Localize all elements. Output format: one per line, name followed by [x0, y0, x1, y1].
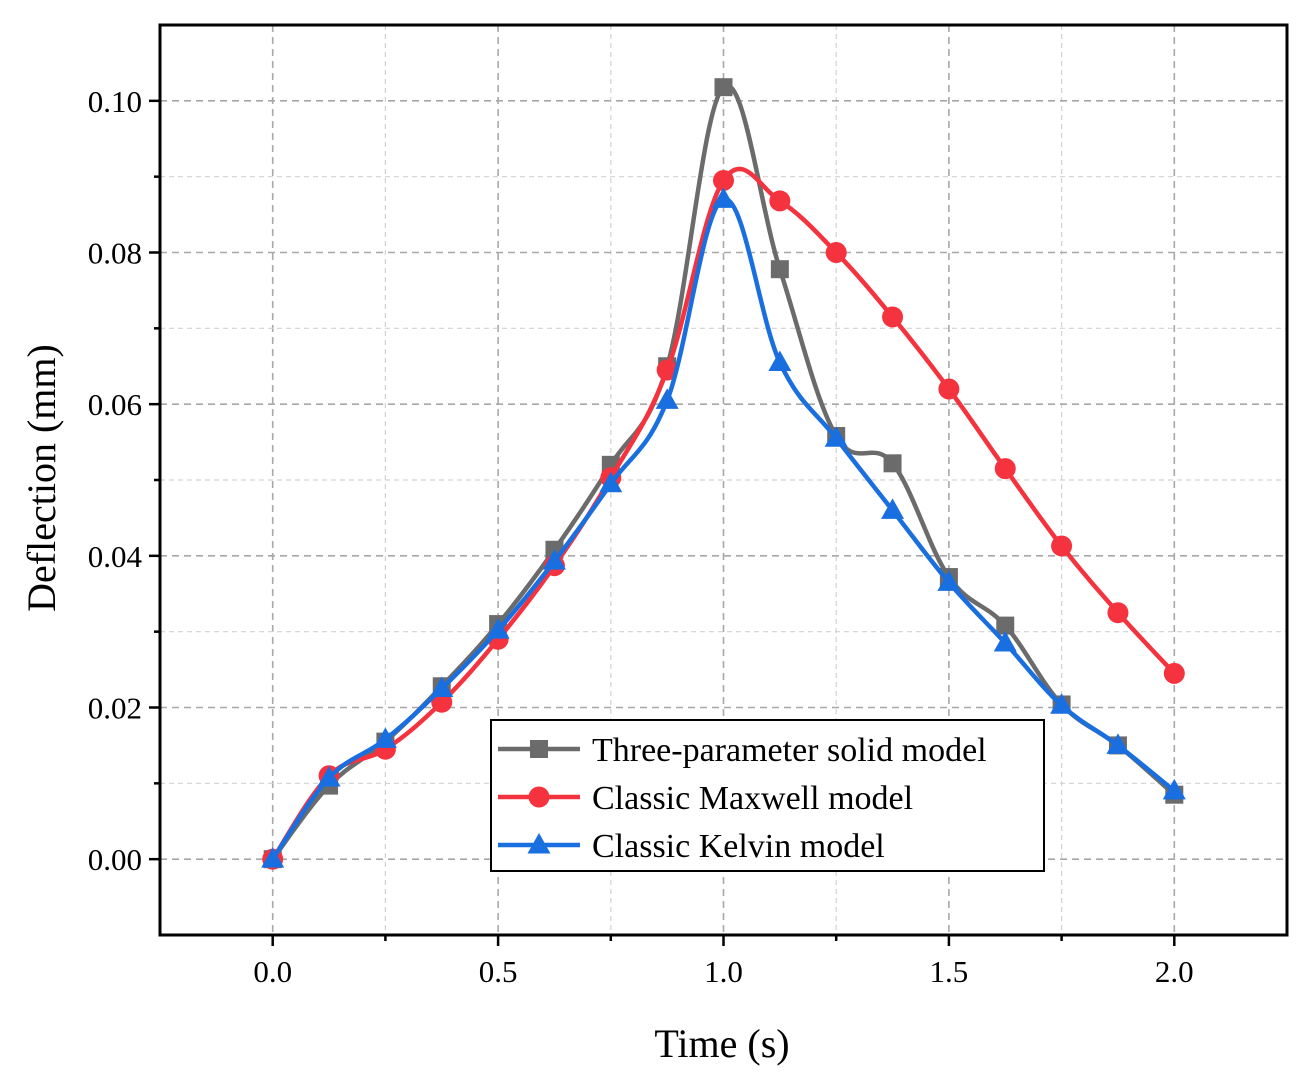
data-point-three-parameter-solid-model-9 [770, 260, 789, 279]
data-point-classic-kelvin-model-15 [1106, 733, 1130, 754]
data-point-classic-kelvin-model-3 [430, 676, 454, 698]
series-layer [261, 78, 1186, 870]
data-point-three-parameter-solid-model-8 [714, 78, 733, 97]
legend-label: Classic Maxwell model [592, 780, 913, 817]
data-point-classic-kelvin-model-5 [542, 549, 566, 570]
y-axis-title: Deflection (mm) [19, 344, 64, 612]
legend-item-classic-maxwell-model: Classic Maxwell model [498, 780, 913, 817]
data-point-three-parameter-solid-model-13 [996, 616, 1015, 635]
y-tick-label: 0.08 [88, 236, 142, 271]
data-point-classic-maxwell-model-9 [769, 190, 791, 212]
legend-item-three-parameter-solid-model: Three-parameter solid model [498, 732, 987, 769]
legend-item-classic-kelvin-model: Classic Kelvin model [498, 828, 885, 865]
data-point-classic-maxwell-model-13 [994, 458, 1016, 480]
data-point-three-parameter-solid-model-11 [883, 454, 902, 473]
y-tick-label: 0.10 [88, 84, 142, 119]
x-tick-label: 0.0 [253, 954, 292, 989]
axes: 0.0 0.5 1.0 1.5 2.0 0.00 0.02 0.04 0.06 0.08 0.10 [88, 23, 1289, 989]
legend-box [490, 719, 1045, 872]
x-tick-label: 1.0 [704, 954, 743, 989]
y-tick-label: 0.02 [88, 691, 142, 726]
data-point-classic-maxwell-model-10 [825, 242, 847, 263]
data-point-classic-maxwell-model-8 [713, 169, 734, 191]
data-point-classic-maxwell-model-16 [1163, 662, 1185, 684]
data-point-classic-kelvin-model-6 [599, 471, 623, 493]
x-axis-title: Time (s) [654, 1021, 789, 1066]
data-point-classic-kelvin-model-13 [993, 631, 1017, 652]
legend: Three-parameter solid model Classic Maxwe… [490, 719, 1045, 872]
data-point-classic-kelvin-model-12 [937, 570, 961, 591]
data-point-classic-kelvin-model-2 [373, 727, 397, 748]
y-tick-label: 0.04 [88, 539, 143, 574]
data-point-classic-kelvin-model-10 [824, 426, 848, 447]
data-point-classic-kelvin-model-4 [486, 618, 510, 639]
data-point-classic-kelvin-model-16 [1162, 778, 1186, 800]
data-point-classic-kelvin-model-14 [1050, 693, 1074, 714]
data-point-classic-maxwell-model-7 [656, 359, 678, 381]
data-point-classic-kelvin-model-7 [655, 388, 679, 409]
data-point-classic-maxwell-model-15 [1107, 602, 1129, 624]
legend-marker [530, 740, 548, 758]
x-tick-label: 1.5 [930, 954, 969, 989]
x-tick-label: 0.5 [479, 954, 518, 989]
y-tick-label: 0.00 [88, 842, 142, 877]
data-point-classic-kelvin-model-1 [317, 766, 341, 787]
y-tick-label: 0.06 [88, 387, 142, 422]
data-point-classic-maxwell-model-12 [938, 378, 960, 400]
x-tick-label: 2.0 [1155, 954, 1194, 989]
legend-marker [527, 833, 551, 854]
data-point-classic-maxwell-model-14 [1051, 535, 1073, 557]
data-point-classic-maxwell-model-11 [882, 306, 904, 328]
legend-label: Classic Kelvin model [592, 828, 885, 865]
series-classic-kelvin-model [261, 187, 1186, 868]
legend-label: Three-parameter solid model [592, 732, 987, 769]
legend-marker [528, 786, 550, 808]
data-point-classic-kelvin-model-11 [881, 498, 905, 519]
data-point-classic-kelvin-model-8 [712, 187, 735, 208]
data-point-classic-kelvin-model-9 [768, 350, 792, 371]
data-point-classic-kelvin-model-0 [261, 847, 285, 868]
